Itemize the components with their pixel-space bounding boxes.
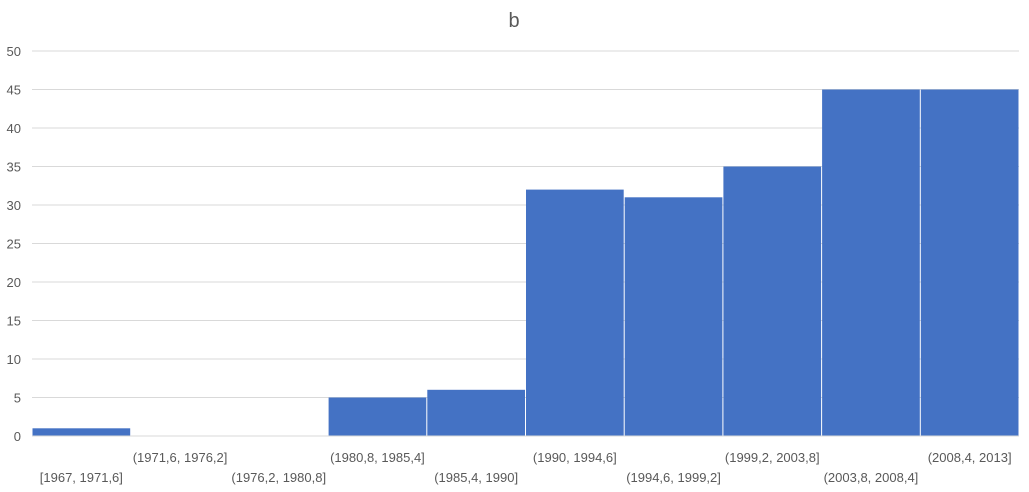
y-tick-label: 20 [7, 275, 21, 290]
bar [32, 428, 131, 436]
y-tick-label: 25 [7, 237, 21, 252]
y-tick-label: 50 [7, 44, 21, 59]
x-tick-label: (1980,8, 1985,4] [330, 450, 425, 465]
bar [624, 197, 723, 436]
gridlines [32, 50, 1019, 398]
chart-title: b [508, 10, 519, 32]
y-tick-label: 35 [7, 160, 21, 175]
x-tick-label: [1967, 1971,6] [40, 470, 123, 485]
x-tick-label: (1976,2, 1980,8] [231, 470, 326, 485]
y-tick-label: 45 [7, 83, 21, 98]
bar [822, 89, 920, 436]
bars [32, 89, 1019, 436]
x-tick-label: (2008,4, 2013] [928, 450, 1012, 465]
bar [427, 389, 525, 436]
y-tick-label: 10 [7, 352, 21, 367]
y-tick-label: 30 [7, 198, 21, 213]
bar [920, 89, 1019, 436]
x-tick-label: (1971,6, 1976,2] [133, 450, 228, 465]
x-tick-label: (1999,2, 2003,8] [725, 450, 820, 465]
bar [526, 189, 624, 436]
y-tick-label: 15 [7, 314, 21, 329]
y-tick-label: 0 [14, 429, 21, 444]
y-axis-ticks: 0 5 10 15 20 25 30 35 40 45 50 [7, 44, 21, 444]
x-tick-label: (2003,8, 2008,4] [824, 470, 919, 485]
x-axis-ticks: [1967, 1971,6] (1971,6, 1976,2](1976,2, 1… [40, 450, 1012, 485]
x-tick-label: (1994,6, 1999,2] [626, 470, 721, 485]
x-tick-label: (1990, 1994,6] [533, 450, 617, 465]
y-tick-label: 40 [7, 121, 21, 136]
bar [723, 166, 822, 436]
x-tick-label: (1985,4, 1990] [434, 470, 518, 485]
bar [328, 397, 427, 436]
y-tick-label: 5 [14, 391, 21, 406]
